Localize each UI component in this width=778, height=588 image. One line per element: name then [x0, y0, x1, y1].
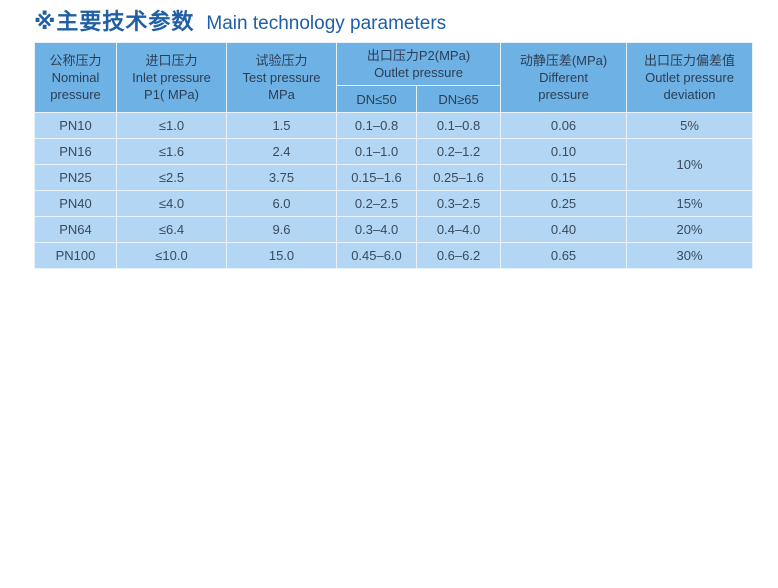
cell-pn: PN16 [34, 138, 117, 165]
cell-dn50: 0.1–1.0 [336, 138, 417, 165]
cell-dn65: 0.2–1.2 [415, 138, 502, 165]
header-nominal: 公称压力 Nominal pressure [34, 42, 117, 113]
cell-dn65: 0.4–4.0 [415, 216, 502, 243]
cell-diff: 0.10 [500, 138, 628, 165]
cell-diff: 0.25 [500, 190, 628, 217]
cell-dev: 20% [626, 216, 754, 243]
table-row: PN16 ≤1.6 2.4 0.1–1.0 0.2–1.2 0.10 10% [34, 138, 754, 191]
header-test: 试验压力 Test pressure MPa [226, 42, 337, 113]
header-dn65: DN≥65 [415, 85, 502, 113]
cell-dn50: 0.45–6.0 [336, 242, 417, 269]
cell-diff: 0.65 [500, 242, 628, 269]
header-deviation: 出口压力偏差值 Outlet pressure deviation [626, 42, 754, 113]
cell-dn50: 0.3–4.0 [336, 216, 417, 243]
cell-test: 9.6 [226, 216, 337, 243]
cell-dn50: 0.1–0.8 [336, 112, 417, 139]
cell-dn50: 0.2–2.5 [336, 190, 417, 217]
cell-dev: 30% [626, 242, 754, 269]
cell-dn65: 0.1–0.8 [415, 112, 502, 139]
table-row: PN64 ≤6.4 9.6 0.3–4.0 0.4–4.0 0.40 20% [34, 216, 754, 243]
header-diff: 动静压差(MPa) Different pressure [500, 42, 628, 113]
title-en: Main technology parameters [206, 13, 447, 34]
title-cn: 主要技术参数 [56, 9, 195, 34]
cell-diff: 0.15 [500, 164, 628, 191]
cell-test: 3.75 [226, 164, 337, 191]
cell-pn: PN100 [34, 242, 117, 269]
table-row: PN100 ≤10.0 15.0 0.45–6.0 0.6–6.2 0.65 30% [34, 242, 754, 269]
cell-inlet: ≤1.6 [116, 138, 227, 165]
cell-pn: PN25 [34, 164, 117, 191]
cell-inlet: ≤4.0 [116, 190, 227, 217]
cell-pn: PN40 [34, 190, 117, 217]
header-dn50: DN≤50 [336, 85, 417, 113]
cell-test: 1.5 [226, 112, 337, 139]
cell-dn65: 0.6–6.2 [415, 242, 502, 269]
section-title: ※ 主要技术参数 Main technology parameters [34, 4, 446, 34]
cell-diff: 0.40 [500, 216, 628, 243]
cell-test: 2.4 [226, 138, 337, 165]
cell-dev: 10% [626, 138, 754, 191]
header-outlet: 出口压力P2(MPa) Outlet pressure [335, 42, 502, 86]
table-row: PN25 ≤2.5 3.75 0.15–1.6 0.25–1.6 0.15 [34, 164, 753, 191]
title-symbol: ※ [34, 9, 57, 34]
cell-dn50: 0.15–1.6 [336, 164, 417, 191]
cell-test: 15.0 [226, 242, 337, 269]
table-row: PN40 ≤4.0 6.0 0.2–2.5 0.3–2.5 0.25 15% [34, 190, 754, 217]
cell-inlet: ≤6.4 [116, 216, 227, 243]
header-inlet: 进口压力 Inlet pressure P1( MPa) [116, 42, 227, 113]
cell-pn: PN64 [34, 216, 117, 243]
cell-dn65: 0.25–1.6 [415, 164, 502, 191]
cell-dn65: 0.3–2.5 [415, 190, 502, 217]
cell-test: 6.0 [226, 190, 337, 217]
table-row: PN10 ≤1.0 1.5 0.1–0.8 0.1–0.8 0.06 5% [34, 112, 754, 139]
cell-inlet: ≤1.0 [116, 112, 227, 139]
cell-pn: PN10 [34, 112, 117, 139]
cell-dev: 5% [626, 112, 754, 139]
cell-inlet: ≤10.0 [116, 242, 227, 269]
parameters-table: 公称压力 Nominal pressure 进口压力 Inlet pressure P1… [34, 42, 754, 269]
cell-dev: 15% [626, 190, 754, 217]
cell-inlet: ≤2.5 [116, 164, 227, 191]
cell-diff: 0.06 [500, 112, 628, 139]
